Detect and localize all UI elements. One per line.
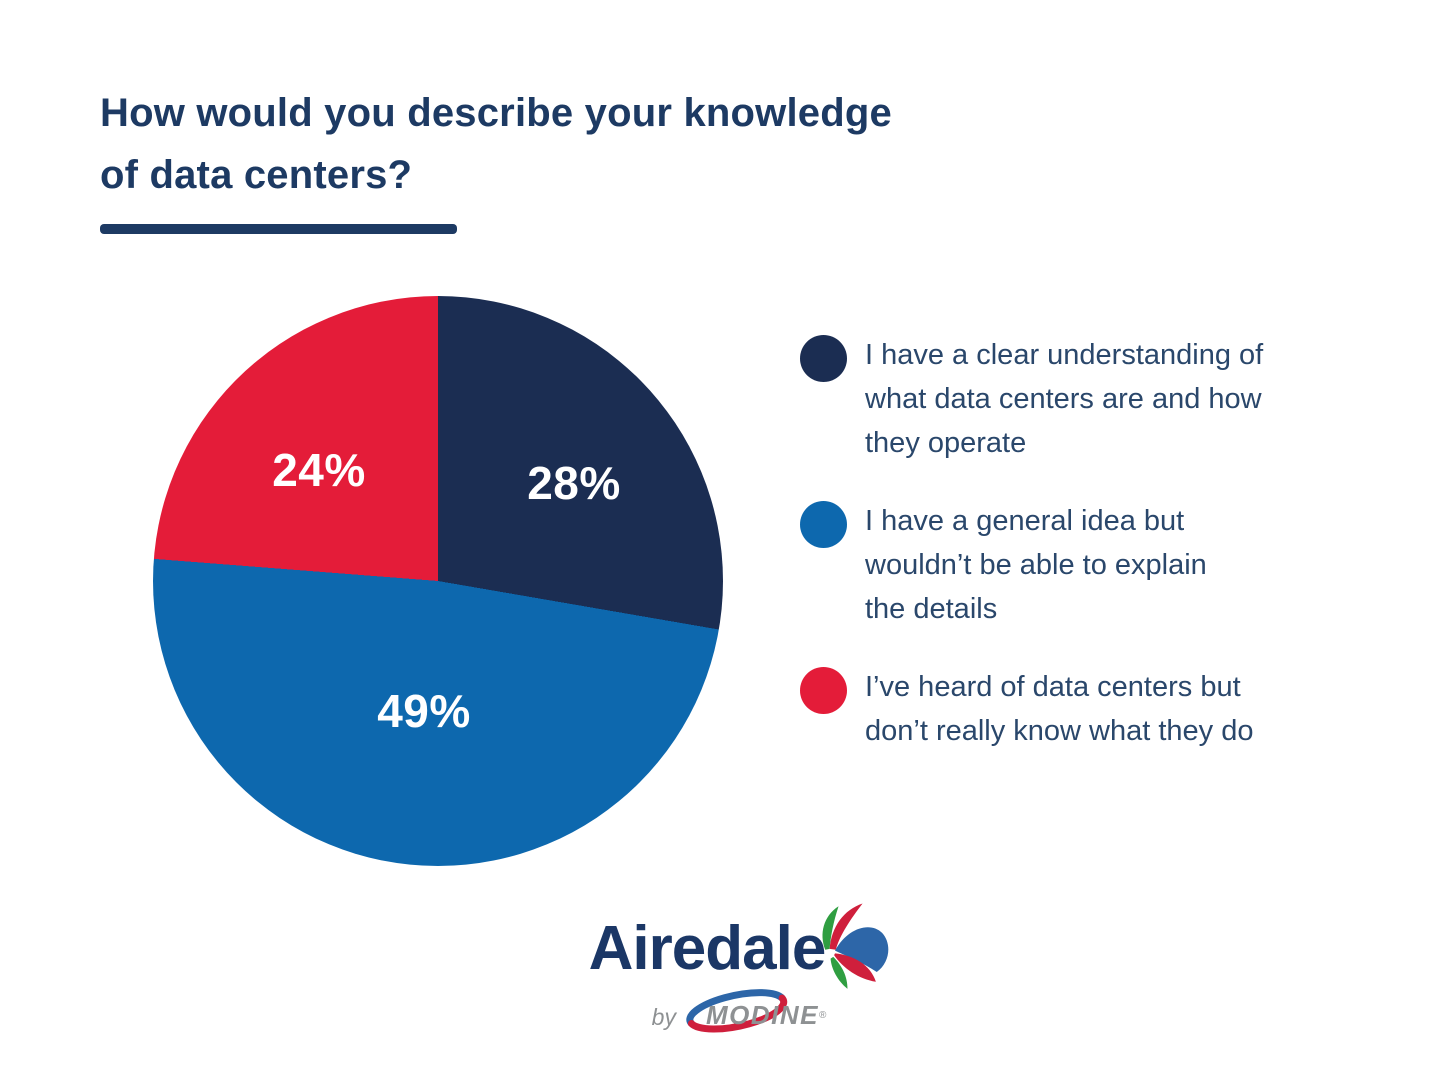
page-title-line2: of data centers? <box>100 153 413 197</box>
pie-chart: 28% 49% 24% <box>153 296 723 866</box>
title-underline <box>100 224 457 234</box>
legend-swatch-red-icon <box>800 667 847 714</box>
modine-swoosh-icon <box>686 989 788 1033</box>
legend-item-general-idea: I have a general idea but wouldn’t be ab… <box>800 499 1360 631</box>
byline-by: by <box>651 1004 676 1030</box>
airedale-wordmark: Airedale <box>588 914 827 983</box>
modine-trademark: ® <box>818 1009 827 1021</box>
legend-swatch-navy-icon <box>800 335 847 382</box>
airedale-logo: Airedale by MODINE® <box>560 900 920 1037</box>
legend: I have a clear understanding of what dat… <box>800 333 1360 753</box>
modine-lockup: MODINE® <box>686 989 836 1037</box>
modine-wordmark: MODINE <box>705 1000 819 1030</box>
airedale-wordmark-row: Airedale <box>560 900 920 996</box>
pie-slice-label-navy: 28% <box>527 457 621 509</box>
legend-item-clear-understanding: I have a clear understanding of what dat… <box>800 333 1360 465</box>
legend-swatch-blue-icon <box>800 501 847 548</box>
pie-slice-label-red: 24% <box>272 444 366 496</box>
pie-slice-label-blue: 49% <box>377 685 471 737</box>
page-title: How would you describe your knowledge of… <box>100 82 892 206</box>
modine-byline: by MODINE® <box>560 989 920 1037</box>
airedale-fan-icon <box>822 903 889 989</box>
legend-label: I have a clear understanding of what dat… <box>865 339 1264 459</box>
legend-label: I have a general idea but wouldn’t be ab… <box>865 505 1207 625</box>
legend-item-heard-of: I’ve heard of data centers but don’t rea… <box>800 665 1360 753</box>
page-title-line1: How would you describe your knowledge <box>100 91 892 135</box>
legend-label: I’ve heard of data centers but don’t rea… <box>865 671 1254 747</box>
